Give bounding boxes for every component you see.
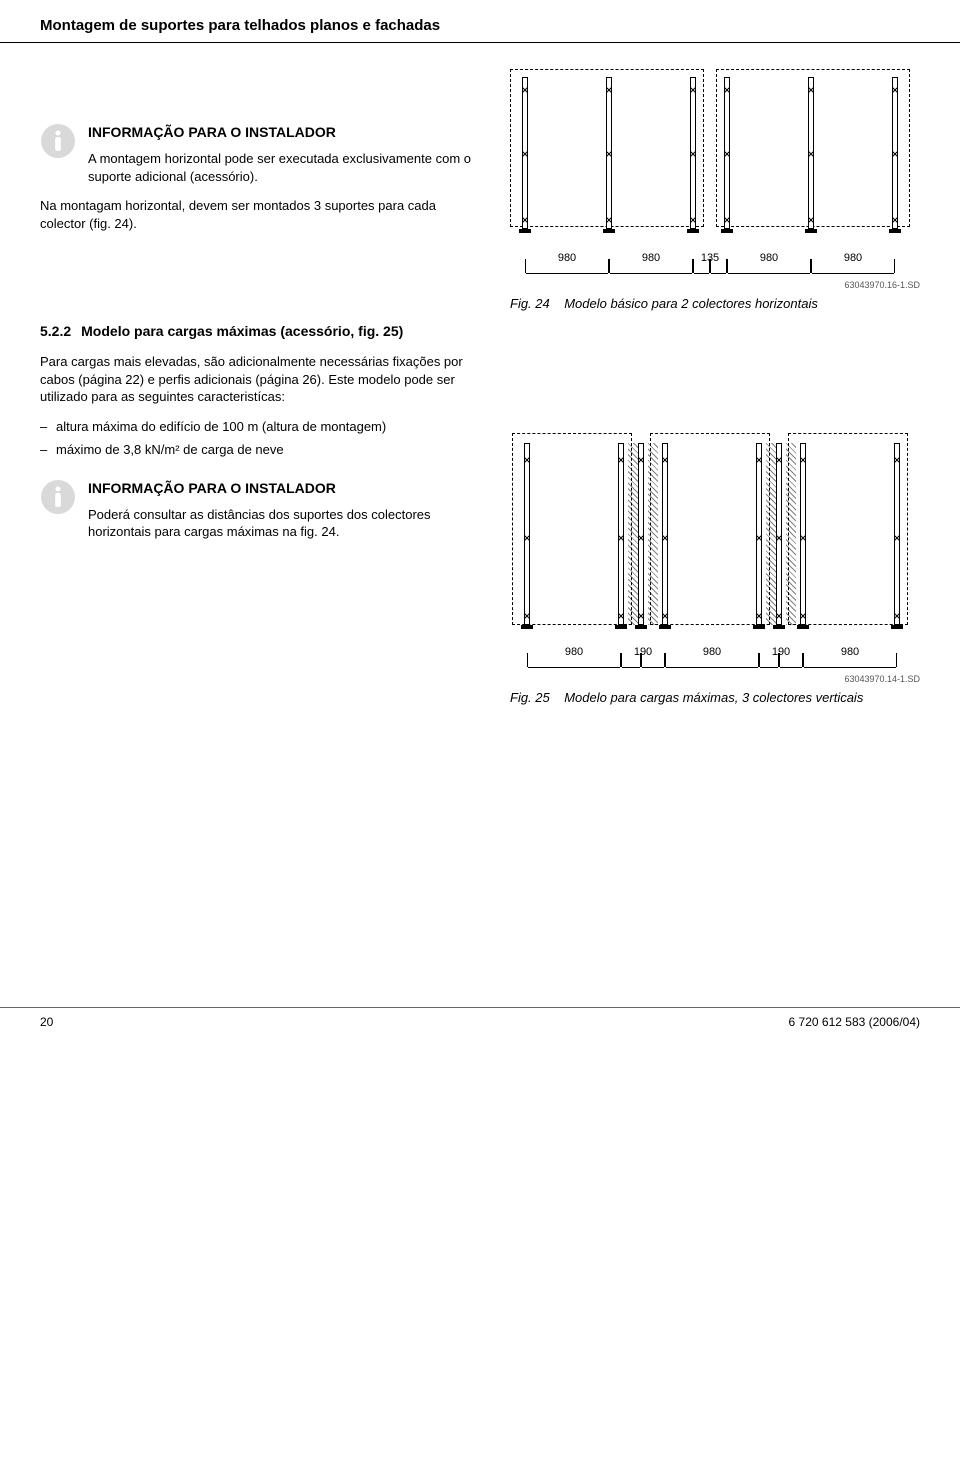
section-heading: 5.2.2 Modelo para cargas máximas (acessó… <box>40 322 480 341</box>
figure-24-id: 63043970.16-1.SD <box>510 279 920 291</box>
page-footer: 20 6 720 612 583 (2006/04) <box>0 1007 960 1036</box>
list-item: máximo de 3,8 kN/m² de carga de neve <box>40 441 480 459</box>
fig-label: Fig. 25 <box>510 690 550 705</box>
section-title: Modelo para cargas máximas (acessório, f… <box>81 322 403 341</box>
info-icon <box>40 479 76 515</box>
right-column: 980980135980980 63043970.16-1.SD Fig. 24… <box>510 63 920 706</box>
page-header-title: Montagem de suportes para telhados plano… <box>40 17 440 34</box>
list-item: altura máxima do edifício de 100 m (altu… <box>40 418 480 436</box>
figure-25: 980190980190980 63043970.14-1.SD Fig. 25… <box>510 433 920 707</box>
paragraph-2: Para cargas mais elevadas, são adicional… <box>40 353 480 406</box>
figure-24: 980980135980980 63043970.16-1.SD Fig. 24… <box>510 69 920 313</box>
left-column: INFORMAÇÃO PARA O INSTALADOR A montagem … <box>40 63 480 706</box>
figure-25-caption: Fig. 25 Modelo para cargas máximas, 3 co… <box>510 689 920 707</box>
page-header: Montagem de suportes para telhados plano… <box>0 0 960 43</box>
figure-25-id: 63043970.14-1.SD <box>510 673 920 685</box>
figure-25-diagram <box>510 433 910 643</box>
info-block-2: INFORMAÇÃO PARA O INSTALADOR Poderá cons… <box>40 479 480 541</box>
info-body-2: Poderá consultar as distâncias dos supor… <box>88 506 480 541</box>
fig-text: Modelo para cargas máximas, 3 colectores… <box>564 690 863 705</box>
figure-24-diagram <box>510 69 910 249</box>
figure-25-dimensions: 980190980190980 <box>510 645 910 669</box>
info-title-1: INFORMAÇÃO PARA O INSTALADOR <box>88 123 480 142</box>
page-number: 20 <box>40 1014 53 1030</box>
info-title-2: INFORMAÇÃO PARA O INSTALADOR <box>88 479 480 498</box>
fig-text: Modelo básico para 2 colectores horizont… <box>564 296 818 311</box>
info-block-1: INFORMAÇÃO PARA O INSTALADOR A montagem … <box>40 123 480 185</box>
doc-number: 6 720 612 583 (2006/04) <box>789 1014 920 1030</box>
info-icon <box>40 123 76 159</box>
fig-label: Fig. 24 <box>510 296 550 311</box>
bullet-list: altura máxima do edifício de 100 m (altu… <box>40 418 480 459</box>
info-body-1: A montagem horizontal pode ser executada… <box>88 150 480 185</box>
figure-24-dimensions: 980980135980980 <box>510 251 910 275</box>
section-number: 5.2.2 <box>40 322 71 341</box>
figure-24-caption: Fig. 24 Modelo básico para 2 colectores … <box>510 295 920 313</box>
content-area: INFORMAÇÃO PARA O INSTALADOR A montagem … <box>0 43 960 726</box>
paragraph-1: Na montagam horizontal, devem ser montad… <box>40 197 480 232</box>
